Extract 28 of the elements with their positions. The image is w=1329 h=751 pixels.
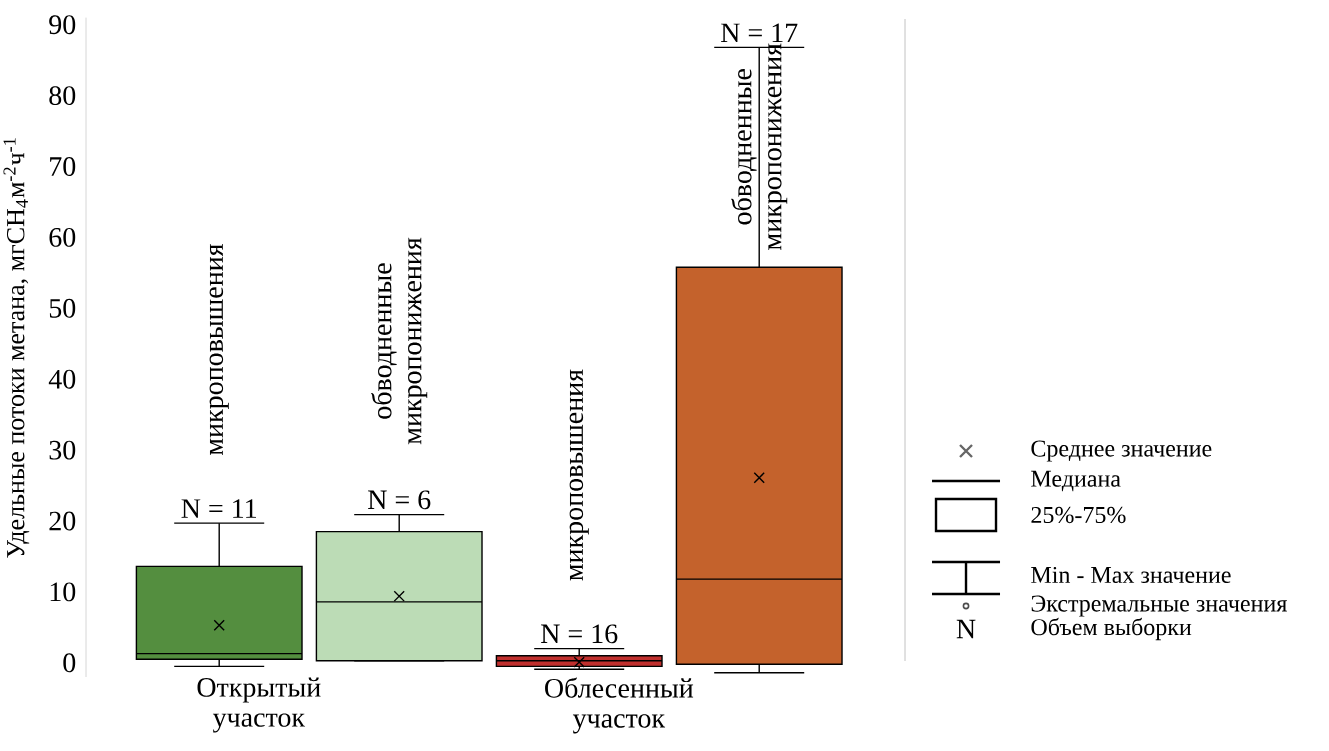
y-tick-label: 0 [63, 653, 76, 673]
y-tick-label: 90 [49, 15, 76, 35]
x-tick-label: обводненные микропонижения [371, 237, 428, 445]
text: Экстремальные значения [1031, 595, 1287, 617]
x-tick-label: обводненные микропонижения [731, 43, 788, 250]
y-tick-label: 20 [49, 511, 76, 531]
y-tick-label: 80 [49, 86, 76, 106]
annotation: N = 16 [541, 624, 618, 644]
x-tick-label: микроповышения [569, 369, 589, 581]
y-tick-label: 50 [49, 298, 76, 318]
text: Min - Max значение [1031, 566, 1231, 584]
text: Объем выборки [1031, 617, 1192, 641]
text: 25%-75% [1031, 506, 1126, 524]
text: Медиана [1031, 470, 1121, 492]
y-axis-title: Удельные потоки метана, мгCH$_{4}$м$^{-2}$ч$^{-1}$ [3, 138, 30, 558]
y-tick-label: 10 [50, 582, 76, 602]
annotation: N = 6 [368, 490, 431, 510]
y-tick-label: 30 [49, 440, 76, 460]
text: Открытый участок [197, 677, 321, 733]
text: N [956, 619, 976, 639]
x-tick-label: микроповышения [209, 244, 229, 455]
text: Среднее значение [1031, 440, 1212, 462]
text: Облесенный участок [545, 677, 694, 734]
annotation: N = 17 [721, 23, 798, 42]
y-tick-label: 40 [48, 369, 76, 389]
y-tick-label: 60 [49, 227, 76, 247]
annotation: N = 11 [181, 499, 256, 518]
y-tick-label: 70 [50, 157, 76, 176]
